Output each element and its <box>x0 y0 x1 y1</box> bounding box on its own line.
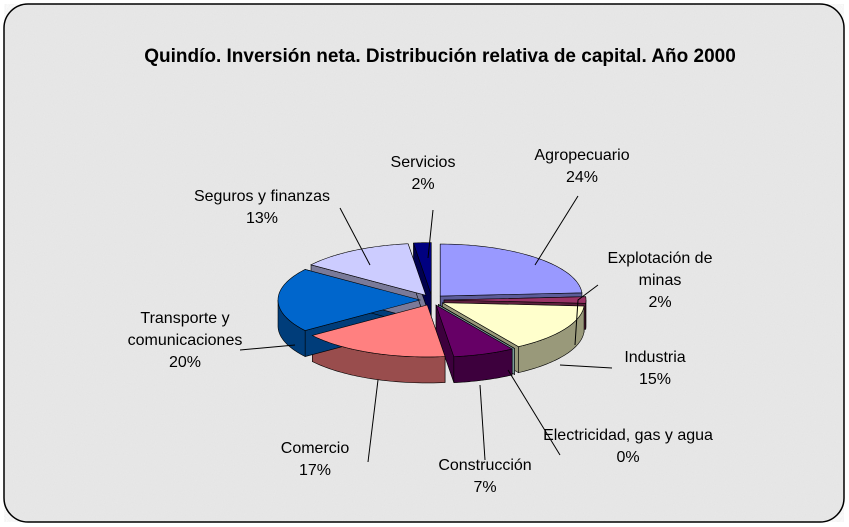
category-label: Agropecuario <box>534 147 630 164</box>
data-label: Servicios 2% <box>391 152 456 196</box>
leader-line <box>574 284 599 346</box>
value-label: 13% <box>245 210 279 227</box>
leader-line <box>534 195 579 266</box>
leader-line <box>507 369 561 456</box>
category-label: Servicios <box>390 154 456 171</box>
slice <box>311 304 446 358</box>
slice <box>438 304 515 349</box>
category-label: Construcción <box>438 457 532 474</box>
slice <box>277 269 422 331</box>
data-label: Agropecuario 24% <box>534 145 629 189</box>
value-label: 20% <box>168 354 202 371</box>
category-label: Transporte y comunicaciones <box>127 310 243 349</box>
category-label: Industria <box>624 349 686 366</box>
slice <box>439 243 583 297</box>
value-label: 7% <box>473 479 497 496</box>
slice <box>310 243 427 296</box>
data-label: Industria 15% <box>624 347 685 391</box>
category-label: Explotación de minas <box>607 250 713 289</box>
value-label: 0% <box>616 449 640 466</box>
frame <box>3 3 845 523</box>
category-label: Electricidad, gas y agua <box>543 427 713 444</box>
leader-line <box>367 379 379 463</box>
leader-lines <box>239 195 613 463</box>
leader-line <box>427 209 434 259</box>
value-label: 15% <box>638 371 672 388</box>
value-label: 24% <box>565 169 599 186</box>
value-label: 17% <box>298 462 332 479</box>
value-label: 2% <box>648 294 672 311</box>
slice <box>435 304 513 357</box>
slice-tops <box>277 242 587 358</box>
chart-title: Quindío. Inversión neta. Distribución re… <box>144 46 736 67</box>
slice <box>443 296 587 304</box>
category-label: Seguros y finanzas <box>193 188 331 205</box>
leader-line <box>479 384 486 461</box>
leader-line <box>559 364 613 369</box>
data-label: Electricidad, gas y agua 0% <box>543 425 713 469</box>
data-label: Construcción 7% <box>438 455 531 499</box>
data-label: Transporte y comunicaciones 20% <box>110 308 260 374</box>
slice <box>413 242 432 295</box>
data-label: Explotación de minas 2% <box>590 248 730 314</box>
slice <box>442 302 585 347</box>
data-label: Comercio 17% <box>281 438 349 482</box>
value-label: 2% <box>411 176 435 193</box>
data-label: Seguros y finanzas 13% <box>194 186 330 230</box>
leader-line <box>339 207 371 266</box>
leader-line <box>239 344 296 351</box>
category-label: Comercio <box>280 440 350 457</box>
